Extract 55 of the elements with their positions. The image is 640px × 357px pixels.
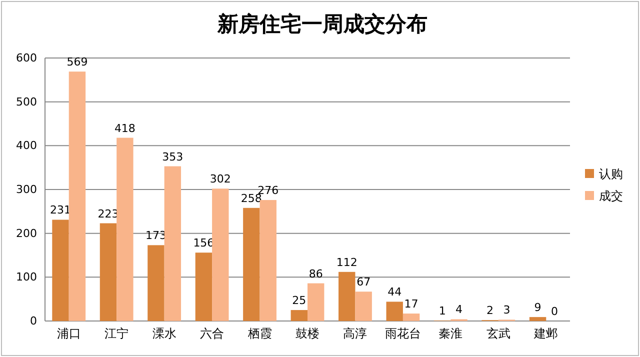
x-tick-label: 江宁	[104, 326, 129, 341]
data-label: 3	[503, 304, 510, 317]
y-tick-label: 300	[16, 183, 37, 196]
data-label: 1	[438, 304, 446, 318]
data-label: 231	[50, 204, 72, 217]
data-label: 569	[66, 56, 88, 69]
y-tick-label: 200	[16, 226, 37, 240]
legend-label: 成交	[599, 189, 623, 203]
bar	[68, 72, 86, 321]
x-tick-label: 溧水	[152, 326, 176, 341]
data-label: 44	[388, 286, 402, 299]
x-tick-label: 六合	[200, 326, 224, 341]
data-label: 418	[114, 122, 136, 135]
x-tick-label: 高淳	[343, 326, 368, 341]
bar	[308, 283, 324, 321]
y-tick-label: 100	[16, 270, 37, 284]
legend-label: 认购	[599, 167, 623, 181]
data-label: 302	[210, 172, 231, 186]
y-tick-label: 500	[16, 95, 37, 108]
data-label: 25	[292, 294, 306, 308]
bar	[195, 252, 212, 321]
bar	[290, 310, 308, 321]
bar	[529, 317, 546, 321]
data-label: 86	[308, 267, 323, 280]
data-label: 2	[486, 304, 494, 318]
bar	[338, 272, 356, 321]
data-label: 0	[550, 305, 558, 318]
bar	[212, 188, 229, 321]
data-label: 353	[162, 150, 184, 164]
data-label: 112	[336, 256, 358, 269]
bar	[402, 314, 420, 321]
y-tick-label: 0	[30, 314, 37, 328]
x-tick-label: 秦淮	[438, 326, 463, 341]
bar	[260, 200, 276, 321]
bar	[148, 245, 164, 321]
x-tick-label: 栖霞	[246, 326, 272, 341]
y-tick-label: 400	[16, 139, 37, 152]
bar	[116, 138, 134, 321]
x-tick-label: 浦口	[56, 326, 81, 341]
data-label: 9	[534, 301, 542, 314]
bar	[164, 166, 182, 321]
y-tick-label: 600	[16, 52, 37, 65]
bar	[100, 223, 117, 321]
data-label: 67	[356, 276, 371, 289]
x-tick-label: 建邺	[533, 326, 558, 341]
bar	[243, 208, 260, 321]
x-tick-label: 雨花台	[384, 326, 421, 341]
x-tick-label: 鼓楼	[296, 326, 320, 341]
bar	[52, 220, 69, 321]
bar	[355, 292, 372, 321]
chart-title: 新房住宅一周成交分布	[216, 12, 428, 36]
x-tick-label: 玄武	[486, 326, 510, 341]
bar	[386, 302, 403, 321]
data-label: 17	[404, 298, 418, 311]
data-label: 4	[456, 303, 463, 316]
